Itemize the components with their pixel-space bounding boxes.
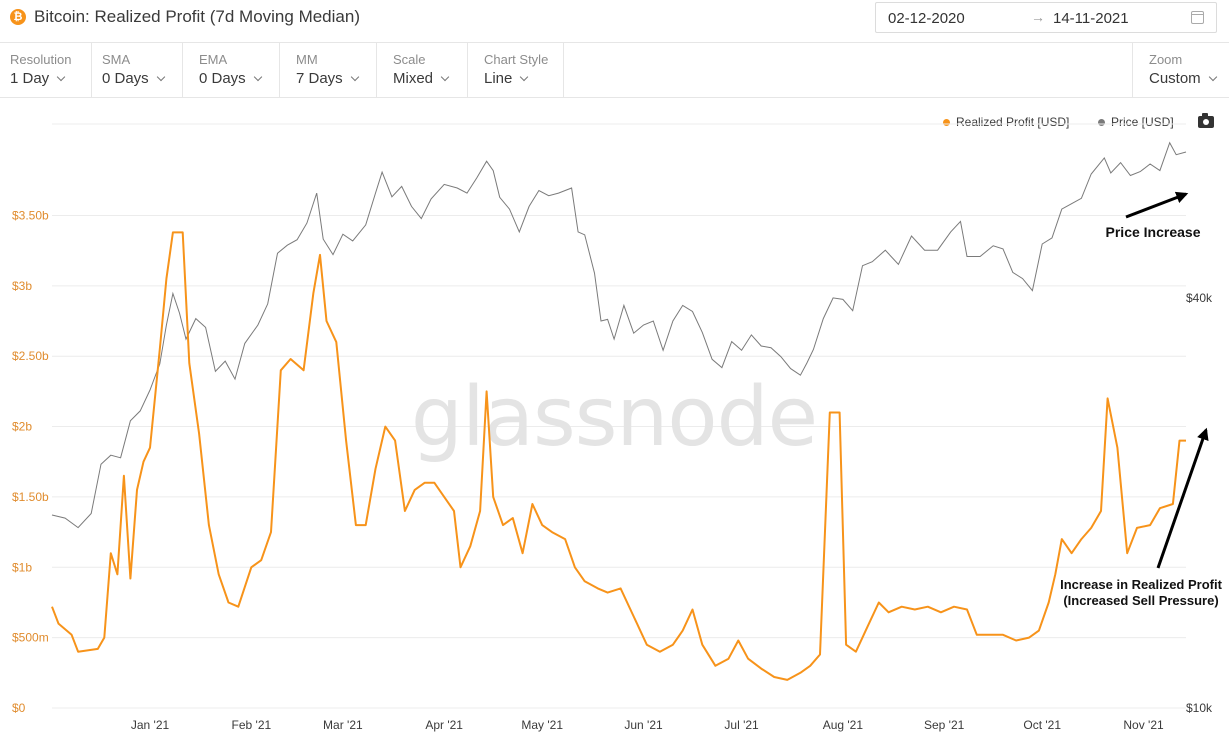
date-from-input[interactable]: 02-12-2020 bbox=[888, 10, 965, 27]
y-left-tick-label: $500m bbox=[12, 631, 49, 645]
arrow-right-icon: → bbox=[1031, 9, 1045, 25]
x-tick-label: Jul '21 bbox=[724, 718, 759, 732]
bitcoin-logo-icon: ₿ bbox=[10, 9, 26, 25]
chart-style-label: Chart Style bbox=[484, 52, 549, 67]
chevron-down-icon bbox=[440, 72, 450, 82]
x-tick-label: Feb '21 bbox=[232, 718, 272, 732]
x-tick-label: May '21 bbox=[521, 718, 563, 732]
scale-dropdown[interactable]: Scale Mixed bbox=[377, 43, 468, 97]
date-range-picker[interactable]: 02-12-2020 → 14-11-2021 bbox=[875, 2, 1217, 33]
x-tick-label: Nov '21 bbox=[1123, 718, 1164, 732]
ema-value[interactable]: 0 Days bbox=[199, 70, 262, 87]
y-left-tick-label: $0 bbox=[12, 701, 26, 715]
ema-label: EMA bbox=[199, 52, 228, 67]
scale-value[interactable]: Mixed bbox=[393, 70, 450, 87]
chart-legend: Realized Profit [USD] Price [USD] bbox=[943, 115, 1183, 131]
zoom-value[interactable]: Custom bbox=[1149, 70, 1217, 87]
y-left-tick-label: $1.50b bbox=[12, 490, 49, 504]
legend-dot-icon bbox=[1098, 119, 1105, 126]
zoom-label: Zoom bbox=[1149, 52, 1183, 67]
mm-value[interactable]: 7 Days bbox=[296, 70, 359, 87]
y-left-tick-label: $3b bbox=[12, 279, 32, 293]
price-series-line bbox=[51, 141, 1187, 529]
resolution-label: Resolution bbox=[10, 52, 72, 67]
y-left-tick-label: $2b bbox=[12, 420, 32, 434]
y-left-tick-label: $2.50b bbox=[12, 349, 49, 363]
scale-label: Scale bbox=[393, 52, 426, 67]
ema-dropdown[interactable]: EMA 0 Days bbox=[183, 43, 280, 97]
chart-toolbar: Resolution 1 Day SMA 0 Days EMA 0 Days M… bbox=[0, 43, 1229, 98]
x-tick-label: Jun '21 bbox=[624, 718, 663, 732]
mm-dropdown[interactable]: MM 7 Days bbox=[280, 43, 377, 97]
y-right-tick-label: $40k bbox=[1186, 291, 1213, 305]
profit-annotation-arrow bbox=[1156, 427, 1209, 569]
watermark: glassnode bbox=[411, 370, 817, 465]
x-tick-label: Oct '21 bbox=[1023, 718, 1061, 732]
resolution-dropdown[interactable]: Resolution 1 Day bbox=[0, 43, 92, 97]
sma-value[interactable]: 0 Days bbox=[102, 70, 165, 87]
y-axis-left: $0 $500m $1b $1.50b $2b $2.50b $3b $3.50b bbox=[12, 208, 49, 715]
y-right-tick-label: $10k bbox=[1186, 701, 1213, 715]
chart-header: ₿ Bitcoin: Realized Profit (7d Moving Me… bbox=[0, 0, 1229, 43]
sma-dropdown[interactable]: SMA 0 Days bbox=[92, 43, 183, 97]
grid-lines bbox=[52, 123, 1186, 709]
x-tick-label: Jan '21 bbox=[131, 718, 170, 732]
chevron-down-icon bbox=[56, 72, 66, 82]
calendar-icon[interactable] bbox=[1191, 11, 1204, 24]
sma-label: SMA bbox=[102, 52, 131, 67]
price-annotation-arrow bbox=[1125, 191, 1189, 219]
x-tick-label: Mar '21 bbox=[323, 718, 363, 732]
chevron-down-icon bbox=[253, 72, 262, 82]
chevron-down-icon bbox=[156, 72, 165, 82]
x-tick-label: Sep '21 bbox=[924, 718, 965, 732]
price-annotation-label: Price Increase bbox=[1106, 224, 1201, 240]
x-tick-label: Apr '21 bbox=[425, 718, 463, 732]
zoom-dropdown[interactable]: Zoom Custom bbox=[1132, 43, 1229, 97]
chevron-down-icon bbox=[350, 72, 359, 82]
date-to-input[interactable]: 14-11-2021 bbox=[1053, 10, 1129, 27]
resolution-value[interactable]: 1 Day bbox=[10, 70, 66, 87]
legend-dot-icon bbox=[943, 119, 950, 126]
profit-annotation-label-line2: (Increased Sell Pressure) bbox=[1063, 593, 1218, 608]
legend-item-price[interactable]: Price [USD] bbox=[1098, 115, 1174, 129]
profit-annotation-label-line1: Increase in Realized Profit bbox=[1060, 577, 1223, 592]
chevron-down-icon bbox=[520, 72, 529, 82]
chart-style-dropdown[interactable]: Chart Style Line bbox=[468, 43, 564, 97]
mm-label: MM bbox=[296, 52, 318, 67]
y-left-tick-label: $1b bbox=[12, 560, 32, 574]
chart-style-value[interactable]: Line bbox=[484, 70, 529, 87]
y-left-tick-label: $3.50b bbox=[12, 208, 49, 222]
page-title: Bitcoin: Realized Profit (7d Moving Medi… bbox=[34, 7, 360, 26]
x-axis: Jan '21 Feb '21 Mar '21 Apr '21 May '21 Jun '… bbox=[131, 718, 1164, 732]
y-axis-right: $10k $40k bbox=[1186, 291, 1213, 715]
chevron-down-icon bbox=[1208, 72, 1217, 82]
chart-canvas: glassnode $0 $500m $1b $1.50b $2b $2.50b $3b $3… bbox=[12, 123, 1223, 732]
x-tick-label: Aug '21 bbox=[823, 718, 864, 732]
legend-item-realized-profit[interactable]: Realized Profit [USD] bbox=[943, 115, 1069, 129]
realized-profit-series-line bbox=[51, 231, 1186, 681]
camera-icon[interactable] bbox=[1198, 113, 1214, 128]
